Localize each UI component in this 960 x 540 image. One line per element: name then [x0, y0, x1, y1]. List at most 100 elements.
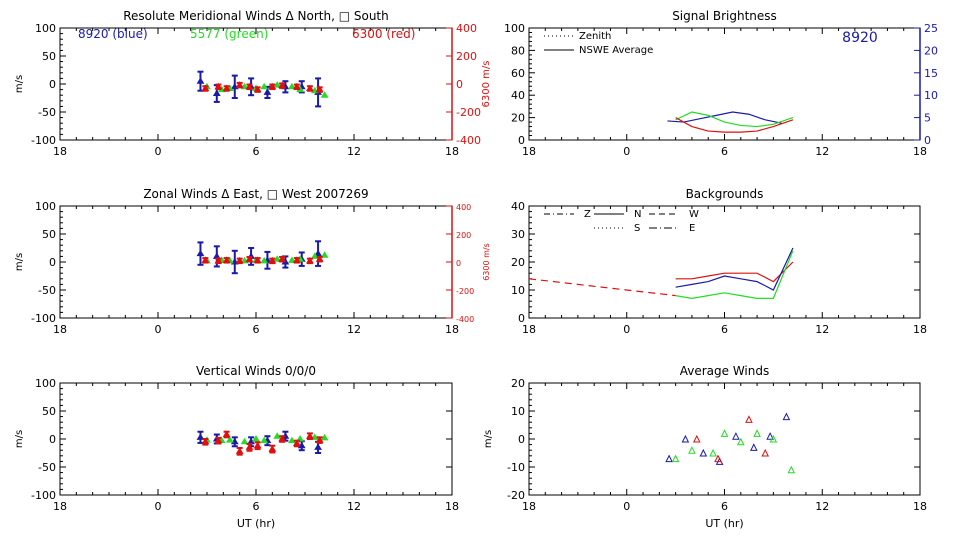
- y-tick-label: 40: [511, 89, 525, 102]
- y-tick-label: 50: [42, 50, 56, 63]
- y-tick-label: 0: [518, 312, 525, 325]
- legend-entry: S: [634, 223, 640, 234]
- right-y-tick-label: -400: [456, 134, 481, 147]
- y-tick-label: 40: [511, 200, 525, 213]
- x-tick-label: 0: [623, 323, 630, 336]
- data-point: [235, 81, 244, 88]
- x-tick-label: 18: [53, 145, 67, 158]
- data-point: [252, 435, 260, 442]
- data-point: [278, 255, 287, 262]
- right-axis-label: 6300 m/s: [482, 243, 491, 281]
- y-tick-label: 20: [511, 256, 525, 269]
- y-tick-label: 20: [511, 377, 525, 390]
- data-point: [787, 465, 796, 474]
- right-y-tick-label: 200: [456, 50, 477, 63]
- data-point: [196, 77, 205, 84]
- legend-entry: W: [689, 209, 699, 220]
- data-point: [315, 85, 324, 93]
- x-tick-label: 6: [721, 145, 728, 158]
- x-tick-label: 6: [253, 323, 260, 336]
- y-tick-label: -50: [38, 461, 56, 474]
- data-point: [292, 82, 301, 90]
- data-point: [245, 255, 254, 262]
- legend-entry: N: [634, 209, 641, 220]
- y-axis-label: m/s: [14, 253, 25, 271]
- y-tick-label: 100: [35, 200, 56, 213]
- y-axis-label: m/s: [14, 430, 25, 448]
- panel-meridional: Resolute Meridional Winds Δ North, □ Sou…: [14, 9, 492, 158]
- y-tick-label: 20: [511, 112, 525, 125]
- data-point: [761, 448, 770, 457]
- y-tick-label: 80: [511, 44, 525, 57]
- y-tick-label: -100: [31, 312, 56, 325]
- y-tick-label: 100: [35, 377, 56, 390]
- right-y-tick-label: -400: [456, 315, 474, 324]
- data-point: [268, 82, 277, 90]
- x-tick-label: 6: [721, 500, 728, 513]
- right-y-tick-label: 0: [924, 134, 931, 147]
- right-y-tick-label: 10: [924, 89, 938, 102]
- data-point: [273, 81, 282, 88]
- x-tick-label: 12: [815, 323, 829, 336]
- chart-title: Vertical Winds 0/0/0: [196, 364, 316, 378]
- x-tick-label: 18: [522, 145, 536, 158]
- y-tick-label: 10: [511, 284, 525, 297]
- x-tick-label: 6: [721, 323, 728, 336]
- data-point: [253, 256, 262, 263]
- legend-entry: NSWE Average: [579, 45, 653, 56]
- x-tick-label: 12: [347, 500, 361, 513]
- data-point: [222, 84, 231, 91]
- plot-frame: [528, 382, 921, 496]
- chart-title: Zonal Winds Δ East, □ West 2007269: [143, 187, 368, 201]
- legend-entry: 8920 (blue): [78, 27, 148, 41]
- legend-entry: 5577 (green): [190, 27, 268, 41]
- data-point: [201, 256, 210, 263]
- y-tick-label: 0: [49, 433, 56, 446]
- data-point: [273, 432, 282, 439]
- data-point: [245, 82, 254, 90]
- x-tick-label: 12: [347, 323, 361, 336]
- right-y-tick-label: 20: [924, 44, 938, 57]
- data-point: [245, 443, 254, 450]
- y-tick-label: 50: [42, 405, 56, 418]
- data-point: [268, 256, 277, 264]
- data-point: [268, 445, 277, 452]
- right-y-tick-label: 400: [456, 22, 477, 35]
- annotation-text: 8920: [842, 30, 878, 46]
- right-y-tick-label: -200: [456, 106, 481, 119]
- data-point: [699, 448, 708, 457]
- legend-entry: E: [689, 223, 695, 234]
- y-tick-label: -100: [31, 134, 56, 147]
- data-point: [278, 81, 287, 89]
- series-line-blue: [667, 111, 782, 124]
- chart-title: Signal Brightness: [672, 9, 777, 23]
- data-point: [222, 430, 231, 438]
- series-line-blue: [675, 247, 794, 291]
- data-point: [196, 433, 205, 440]
- data-point: [320, 251, 329, 258]
- y-tick-label: 0: [49, 256, 56, 269]
- data-point: [225, 436, 234, 443]
- x-tick-label: 0: [155, 500, 162, 513]
- y-axis-label: m/s: [14, 75, 25, 93]
- x-tick-label: 18: [445, 323, 459, 336]
- data-point: [288, 82, 296, 90]
- chart-title: Backgrounds: [686, 187, 764, 201]
- x-tick-label: 18: [522, 500, 536, 513]
- data-point: [753, 429, 761, 437]
- data-point: [714, 454, 722, 463]
- right-y-tick-label: 400: [456, 203, 471, 212]
- x-tick-label: 18: [53, 500, 67, 513]
- data-point: [766, 432, 774, 440]
- x-tick-label: 18: [445, 145, 459, 158]
- y-tick-label: 0: [49, 78, 56, 91]
- x-tick-label: 0: [623, 145, 630, 158]
- x-tick-label: 0: [623, 500, 630, 513]
- y-tick-label: 60: [511, 67, 525, 80]
- y-tick-label: 0: [518, 134, 525, 147]
- legend-entry: Z: [584, 209, 591, 220]
- y-tick-label: -100: [31, 489, 56, 502]
